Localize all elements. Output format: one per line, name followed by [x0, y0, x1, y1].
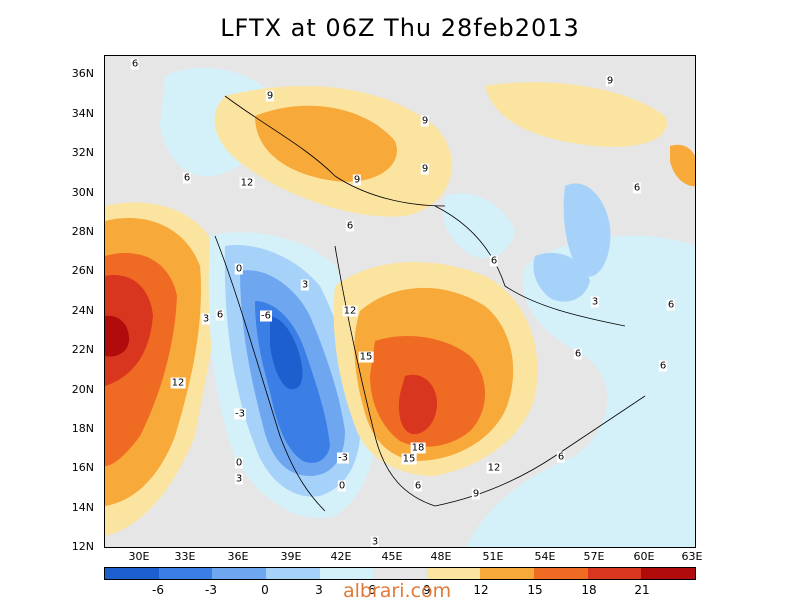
contour-label: 9 — [471, 488, 481, 500]
lat-label: 12N — [71, 540, 94, 553]
contour-label: 6 — [345, 220, 355, 232]
colorbar — [104, 567, 696, 580]
contour-label: 12 — [486, 462, 502, 474]
colorbar-label: -3 — [205, 583, 217, 597]
lat-label: 32N — [71, 146, 94, 159]
contour-field — [105, 56, 695, 547]
lon-label: 48E — [430, 550, 452, 563]
map-title: LFTX at 06Z Thu 28feb2013 — [220, 14, 580, 42]
contour-label: 6 — [215, 309, 225, 321]
contour-label: 15 — [401, 453, 417, 465]
lon-label: 45E — [381, 550, 403, 563]
colorbar-label: 21 — [634, 583, 650, 597]
colorbar-label: 3 — [315, 583, 323, 597]
contour-label: 9 — [265, 90, 275, 102]
light-blue-region-gulf — [443, 193, 515, 259]
colorbar-swatch — [319, 568, 374, 579]
contour-label: 6 — [413, 480, 423, 492]
contour-label: 6 — [573, 348, 583, 360]
lat-label: 22N — [71, 343, 94, 356]
colorbar-swatch — [158, 568, 213, 579]
contour-label: 9 — [605, 75, 615, 87]
contour-label: 12 — [239, 177, 255, 189]
contour-label: 0 — [234, 263, 244, 275]
lifted-index-map: 6 9 9 6 12 9 9 6 9 6 6 0 3 -6 12 6 3 15 … — [104, 55, 696, 548]
maroon-region-west — [105, 315, 130, 357]
contour-label: 6 — [632, 182, 642, 194]
contour-label: 0 — [234, 457, 244, 469]
contour-label: 6 — [182, 172, 192, 184]
lat-label: 20N — [71, 383, 94, 396]
colorbar-label: 15 — [527, 583, 543, 597]
contour-label: 9 — [352, 174, 362, 186]
contour-label: 18 — [410, 442, 426, 454]
darkred-region-west — [105, 275, 153, 386]
colorbar-label: 18 — [581, 583, 597, 597]
orange-spot-east — [670, 144, 695, 187]
lat-label: 36N — [71, 67, 94, 80]
colorbar-swatch — [426, 568, 481, 579]
contour-label: 6 — [556, 451, 566, 463]
colorbar-swatch — [587, 568, 642, 579]
contour-label: 3 — [370, 536, 380, 548]
blue-region-east — [563, 183, 611, 277]
colorbar-label: 9 — [423, 583, 431, 597]
lon-label: 36E — [227, 550, 249, 563]
watermark: albrari.com — [343, 580, 452, 602]
lon-label: 33E — [174, 550, 196, 563]
contour-label: 0 — [337, 480, 347, 492]
lat-label: 18N — [71, 422, 94, 435]
lat-label: 26N — [71, 264, 94, 277]
colorbar-swatch — [641, 568, 696, 579]
lat-label: 16N — [71, 461, 94, 474]
lon-label: 30E — [128, 550, 150, 563]
contour-label: 12 — [342, 305, 358, 317]
contour-label: 6 — [489, 255, 499, 267]
contour-label: 9 — [420, 163, 430, 175]
contour-label: 3 — [590, 296, 600, 308]
lon-label: 57E — [583, 550, 605, 563]
light-blue-region-east — [466, 235, 695, 547]
colorbar-swatch — [534, 568, 588, 579]
colorbar-swatch — [480, 568, 535, 579]
lon-label: 63E — [681, 550, 703, 563]
lat-label: 14N — [71, 501, 94, 514]
contour-label: -3 — [234, 408, 246, 420]
contour-label: 3 — [300, 279, 310, 291]
lon-label: 42E — [330, 550, 352, 563]
darkblue-region-core — [270, 316, 303, 390]
contour-label: -6 — [260, 310, 272, 322]
colorbar-label: -6 — [152, 583, 164, 597]
contour-label: 6 — [130, 58, 140, 70]
contour-label: 3 — [201, 313, 211, 325]
yellow-region-northeast — [485, 82, 667, 147]
lon-label: 54E — [534, 550, 556, 563]
colorbar-swatch — [265, 568, 320, 579]
colorbar-label: 0 — [261, 583, 269, 597]
contour-label: 6 — [658, 360, 668, 372]
lat-label: 28N — [71, 225, 94, 238]
contour-label: 15 — [358, 351, 374, 363]
lat-label: 34N — [71, 107, 94, 120]
colorbar-label: 12 — [473, 583, 489, 597]
contour-label: 12 — [170, 377, 186, 389]
colorbar-swatch — [212, 568, 266, 579]
lon-label: 51E — [482, 550, 504, 563]
contour-label: 6 — [666, 299, 676, 311]
blue-region-southeast — [533, 252, 590, 302]
colorbar-swatch — [373, 568, 427, 579]
colorbar-label: 6 — [368, 583, 376, 597]
contour-label: -3 — [337, 452, 349, 464]
lon-label: 39E — [280, 550, 302, 563]
orange-region-north — [255, 105, 397, 182]
contour-label: 3 — [234, 473, 244, 485]
coastlines — [214, 95, 646, 512]
lat-label: 24N — [71, 304, 94, 317]
lon-label: 60E — [633, 550, 655, 563]
contour-label: 9 — [420, 115, 430, 127]
darkred-region-arabia — [398, 374, 438, 435]
lat-label: 30N — [71, 186, 94, 199]
colorbar-swatch — [105, 568, 159, 579]
